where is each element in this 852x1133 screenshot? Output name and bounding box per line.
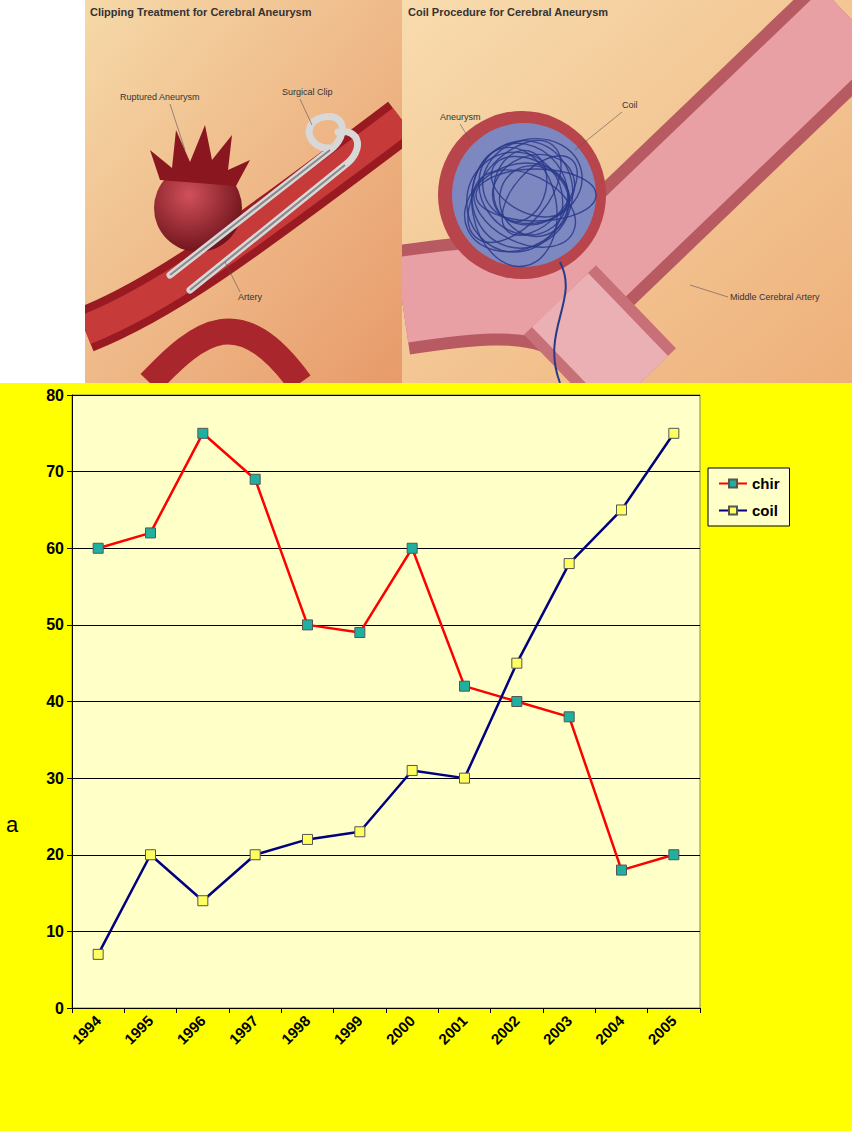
- svg-text:Artery: Artery: [238, 292, 263, 302]
- svg-text:1998: 1998: [278, 1012, 314, 1048]
- svg-text:2005: 2005: [644, 1012, 680, 1048]
- svg-text:Surgical Clip: Surgical Clip: [282, 87, 333, 97]
- svg-text:60: 60: [46, 540, 64, 557]
- svg-text:1999: 1999: [330, 1012, 366, 1048]
- svg-text:20: 20: [46, 846, 64, 863]
- svg-text:Coil: Coil: [622, 100, 638, 110]
- svg-text:80: 80: [46, 387, 64, 404]
- svg-text:1997: 1997: [226, 1012, 262, 1048]
- svg-text:coil: coil: [752, 502, 778, 519]
- svg-text:50: 50: [46, 616, 64, 633]
- svg-text:1996: 1996: [173, 1012, 209, 1048]
- svg-text:Clipping Treatment for Cerebra: Clipping Treatment for Cerebral Aneurysm: [90, 6, 312, 18]
- svg-text:2002: 2002: [487, 1012, 523, 1048]
- svg-text:a: a: [6, 812, 19, 837]
- svg-text:Aneurysm: Aneurysm: [440, 112, 481, 122]
- svg-text:2000: 2000: [383, 1012, 419, 1048]
- svg-text:1995: 1995: [121, 1012, 157, 1048]
- svg-text:2003: 2003: [540, 1012, 576, 1048]
- svg-text:Middle Cerebral Artery: Middle Cerebral Artery: [730, 292, 820, 302]
- svg-text:2001: 2001: [435, 1012, 471, 1048]
- svg-text:chir: chir: [752, 475, 780, 492]
- svg-text:70: 70: [46, 463, 64, 480]
- svg-text:2004: 2004: [592, 1012, 628, 1048]
- svg-text:1994: 1994: [69, 1012, 105, 1048]
- svg-text:Ruptured Aneurysm: Ruptured Aneurysm: [120, 92, 200, 102]
- svg-text:0: 0: [55, 1000, 64, 1017]
- svg-text:30: 30: [46, 770, 64, 787]
- svg-text:40: 40: [46, 693, 64, 710]
- svg-text:Coil Procedure for Cerebral An: Coil Procedure for Cerebral Aneurysm: [408, 6, 608, 18]
- svg-text:10: 10: [46, 923, 64, 940]
